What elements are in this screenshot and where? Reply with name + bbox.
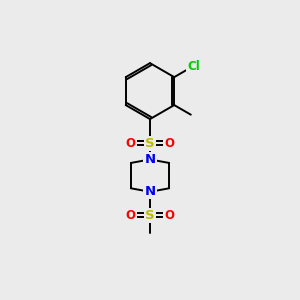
Text: O: O: [126, 209, 136, 222]
Text: O: O: [164, 209, 174, 222]
Text: Cl: Cl: [187, 60, 200, 73]
Text: N: N: [144, 153, 156, 166]
Text: N: N: [144, 185, 156, 198]
Text: O: O: [164, 137, 174, 150]
Text: O: O: [126, 137, 136, 150]
Text: S: S: [145, 209, 155, 222]
Text: S: S: [145, 137, 155, 150]
